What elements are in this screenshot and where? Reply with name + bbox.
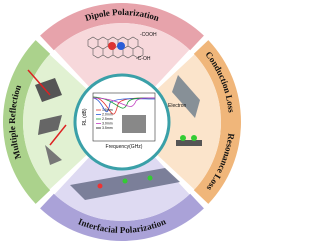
particle: [180, 135, 186, 141]
tube: [172, 75, 200, 118]
particle: [122, 178, 128, 184]
legend-label: 1.5mm: [102, 108, 113, 112]
stack: [45, 145, 62, 165]
ring-band: [40, 193, 204, 241]
annotation: -COOH: [140, 32, 157, 38]
sheet: [70, 168, 180, 200]
annotation: -C-OH: [136, 56, 151, 62]
ring-band: [193, 40, 241, 204]
annotation: Electron: [168, 103, 187, 109]
diagram: RL (dB) Frequency(GHz) 1.5mm2.0mm2.5mm3.…: [3, 2, 241, 241]
legend-label: 3.0mm: [102, 122, 113, 126]
sem-image: [122, 115, 146, 133]
y-label: RL (dB): [82, 108, 88, 125]
quadrant: [155, 54, 222, 190]
stack: [35, 78, 62, 102]
x-label: Frequency(GHz): [106, 144, 143, 150]
arrow: [27, 69, 67, 146]
particle: [97, 183, 103, 189]
stack: [38, 115, 62, 135]
decorations: [27, 36, 202, 200]
charge: [108, 42, 116, 50]
charge: [117, 42, 125, 50]
legend-label: 2.5mm: [102, 117, 113, 121]
plot: [92, 92, 156, 142]
particle: [191, 135, 197, 141]
particle: [147, 175, 153, 181]
legend-label: 3.5mm: [102, 126, 113, 130]
ring-band: [40, 2, 204, 51]
curve: [92, 97, 156, 107]
legend-label: 2.0mm: [102, 113, 113, 117]
substrate: [176, 140, 202, 146]
ring-band: [3, 40, 51, 204]
